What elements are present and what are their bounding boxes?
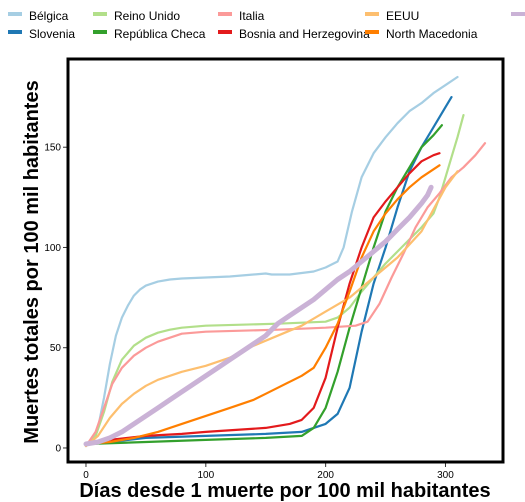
- legend-label: Bosnia and Herzegovina: [239, 27, 370, 41]
- legend-swatch: [365, 30, 379, 34]
- legend-label: Slovenia: [29, 27, 75, 41]
- series-line-4: [84, 124, 443, 446]
- legend-swatch: [8, 30, 22, 34]
- series-layer: [83, 75, 487, 448]
- legend-label: República Checa: [114, 27, 206, 41]
- x-tick-label: 200: [317, 470, 334, 481]
- x-axis-title: Días desde 1 muerte por 100 mil habitant…: [79, 480, 490, 502]
- y-tick-label: 0: [55, 443, 61, 454]
- legend-swatch: [365, 12, 379, 16]
- legend-swatch: [8, 12, 22, 16]
- legend-label: Italia: [239, 9, 265, 23]
- legend-swatch: [93, 12, 107, 16]
- legend-label: Bélgica: [29, 9, 69, 23]
- x-tick-label: 100: [197, 470, 214, 481]
- legend-swatch: [93, 30, 107, 34]
- series-line-9: [83, 184, 434, 447]
- series-line-7: [84, 170, 459, 448]
- legend-label: Reino Unido: [114, 9, 180, 23]
- x-axis: 0 100 200 300: [83, 463, 454, 481]
- x-tick-label: 0: [83, 470, 89, 481]
- series-line-8: [84, 164, 441, 446]
- legend-swatch: [218, 30, 232, 34]
- y-tick-label: 100: [44, 243, 61, 254]
- x-tick-label: 300: [437, 470, 454, 481]
- legend-label: EEUU: [386, 9, 419, 23]
- legend-swatch: [511, 12, 525, 16]
- y-tick-label: 50: [50, 343, 62, 354]
- plot-frame: [66, 57, 505, 464]
- series-line-5: [84, 142, 487, 448]
- y-axis: 0 50 100 150: [44, 143, 67, 454]
- legend-label: North Macedonia: [386, 27, 478, 41]
- series-line-3: [84, 114, 465, 448]
- y-axis-title: Muertes totales por 100 mil habitantes: [21, 80, 43, 443]
- legend: Bélgica Slovenia Reino Unido República Chec…: [8, 9, 525, 41]
- series-line-1: [84, 75, 459, 448]
- legend-swatch: [218, 12, 232, 16]
- series-line-6: [84, 152, 441, 446]
- y-tick-label: 150: [44, 143, 61, 154]
